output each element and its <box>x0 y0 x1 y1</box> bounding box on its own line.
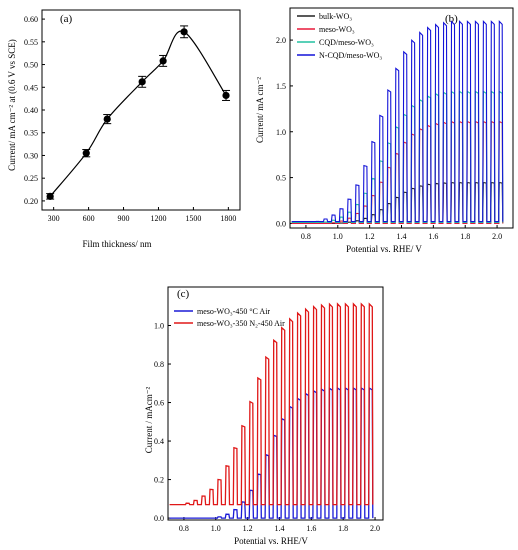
panel-a-ytick-label: 0.30 <box>24 151 38 160</box>
panel-b-xtick-label: 0.8 <box>301 232 311 241</box>
panel-c-ytick-label: 0.0 <box>154 514 164 523</box>
panel-label-a: (a) <box>60 13 73 25</box>
panel-a-xtick-label: 1800 <box>220 214 236 223</box>
panel-c-xtick-label: 1.8 <box>338 524 348 533</box>
panel-label-c: (c) <box>177 288 190 300</box>
panel-a-ytick-label: 0.25 <box>24 174 38 183</box>
panel-a-ytick-label: 0.45 <box>24 83 38 92</box>
panel-b-legend-label: N-CQD/meso-WO₃ <box>319 51 382 60</box>
panel-a-ytick-label: 0.60 <box>24 15 38 24</box>
panel-c-ytick-label: 1.0 <box>154 322 164 331</box>
panel-c-xtick-label: 1.0 <box>211 524 221 533</box>
panel-c-xlabel: Potential vs. RHE/V <box>234 536 308 546</box>
panel-a-xtick-label: 900 <box>118 214 130 223</box>
panel-c-legend-label: meso-WO₃-350 N₂-450 Air <box>197 319 285 328</box>
panel-a-ytick-label: 0.20 <box>24 197 38 206</box>
panel-b-ytick-label: 1.5 <box>276 82 286 91</box>
panel-c-legend-label: meso-WO₃-450 °C Air <box>197 307 270 316</box>
panel-a-data-point <box>138 78 146 86</box>
panel-b-xtick-label: 1.6 <box>428 232 438 241</box>
panel-a-frame <box>41 9 241 211</box>
panel-label-b: (b) <box>445 13 458 25</box>
panel-c-ytick-label: 0.6 <box>154 399 164 408</box>
panel-b-series-line <box>291 20 504 223</box>
panel-c-xtick-label: 1.6 <box>306 524 316 533</box>
panel-c-xtick-label: 1.4 <box>274 524 284 533</box>
panel-b-legend-label: bulk-WO₃ <box>319 12 352 21</box>
chart-panel-a: 300 600 900 1200 1500 1800 0.20 0.25 0.30 0.35 0.4… <box>24 9 241 223</box>
panel-c-xtick-label: 0.8 <box>179 524 189 533</box>
panel-b-xtick-label: 1.0 <box>333 232 343 241</box>
panel-b-series-line <box>291 120 504 224</box>
panel-c-series-line <box>169 302 374 506</box>
panel-a-ytick-label: 0.50 <box>24 61 38 70</box>
panel-b-ylabel: Current/ mA cm⁻² <box>255 77 265 143</box>
panel-a-xtick-label: 1200 <box>150 214 166 223</box>
panel-c-ylabel: Current / mAcm⁻² <box>144 386 154 453</box>
panel-a-xtick-label: 1500 <box>185 214 201 223</box>
panel-a-data-point <box>180 28 188 36</box>
panel-c-ytick-label: 0.4 <box>154 437 164 446</box>
panel-b-ytick-label: 1.0 <box>276 128 286 137</box>
panel-c-series-line <box>169 386 374 519</box>
chart-panel-c: 0.8 1.0 1.2 1.4 1.6 1.8 2.0 0.0 0.2 0.4 0.6 0.8 1.0 m… <box>154 286 384 533</box>
panel-b-ytick-label: 2.0 <box>276 36 286 45</box>
panel-b-legend-label: CQD/meso-WO₃ <box>319 38 374 47</box>
panel-c-xtick-label: 2.0 <box>370 524 380 533</box>
panel-b-xtick-label: 2.0 <box>492 232 502 241</box>
panel-a-ylabel: Current/ mA cm⁻² at (0.6 V vs SCE) <box>7 39 17 171</box>
panel-b-legend-label: meso-WO₃ <box>319 25 355 34</box>
panel-b-ytick-label: 0.0 <box>276 219 286 228</box>
panel-a-xlabel: Film thickness/ nm <box>82 239 151 249</box>
panel-a-data-point <box>159 57 167 65</box>
panel-a-xtick-label: 300 <box>48 214 60 223</box>
panel-a-fit-line <box>49 30 227 197</box>
panel-b-xtick-label: 1.8 <box>460 232 470 241</box>
panel-a-ytick-label: 0.35 <box>24 129 38 138</box>
panel-c-xtick-label: 1.2 <box>243 524 253 533</box>
panel-b-xlabel: Potential vs. RHE/ V <box>346 244 422 254</box>
panel-a-data-point <box>46 192 54 200</box>
chart-panel-b: 0.8 1.0 1.2 1.4 1.6 1.8 2.0 0.0 0.5 1.0 1.5 2.0 bulk… <box>276 7 514 241</box>
panel-c-ytick-label: 0.8 <box>154 360 164 369</box>
panel-a-data-point <box>222 91 230 100</box>
panel-b-xtick-label: 1.4 <box>397 232 407 241</box>
panel-a-data-point <box>82 149 90 157</box>
panel-a-data-point <box>103 115 111 123</box>
panel-b-xtick-label: 1.2 <box>365 232 375 241</box>
panel-b-series-line <box>291 90 504 224</box>
panel-a-ytick-label: 0.55 <box>24 38 38 47</box>
panel-b-ytick-label: 0.5 <box>276 174 286 183</box>
panel-c-ytick-label: 0.2 <box>154 476 164 485</box>
panel-a-ytick-label: 0.40 <box>24 106 38 115</box>
panel-c-frame <box>167 286 384 521</box>
panel-a-xtick-label: 600 <box>83 214 95 223</box>
